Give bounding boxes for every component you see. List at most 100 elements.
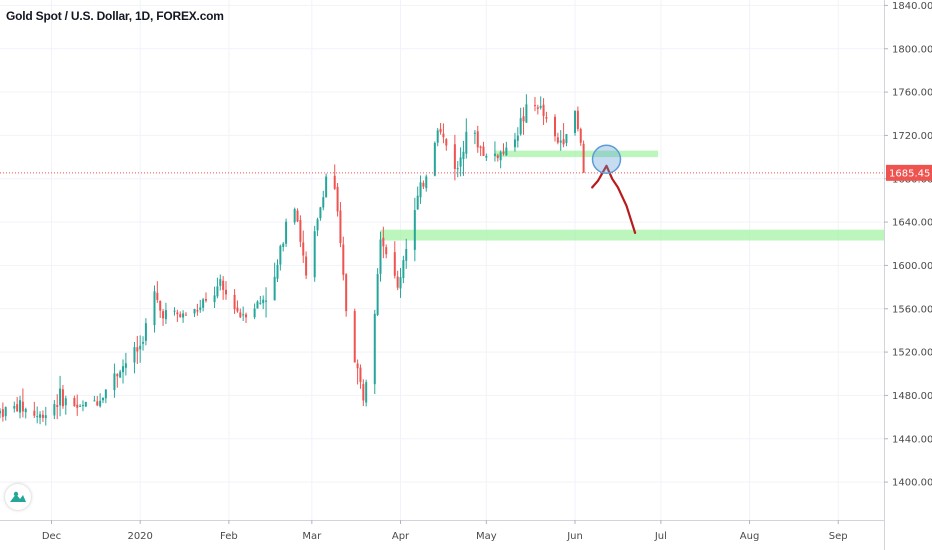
candle-body <box>513 139 516 148</box>
candle-body <box>453 144 456 169</box>
candle-body <box>76 404 79 408</box>
candle-body <box>319 207 322 219</box>
candle-body <box>64 398 67 406</box>
candle-body <box>565 134 568 144</box>
candle-body <box>533 105 536 107</box>
candle-body <box>259 302 262 304</box>
candle-body <box>256 301 259 309</box>
price-axis-label: 1840.00 <box>892 1 932 12</box>
support-zone <box>380 229 884 241</box>
candle-body <box>279 245 282 265</box>
time-axis-label: Aug <box>740 531 760 542</box>
candle-body <box>13 406 16 409</box>
candle-body <box>479 146 482 148</box>
candle-body <box>193 308 196 314</box>
candle-body <box>1 409 4 417</box>
candle-body <box>402 260 405 278</box>
candle-body <box>305 256 308 276</box>
candle-body <box>536 107 539 109</box>
candle-body <box>365 382 368 403</box>
candle-body <box>233 294 236 310</box>
candle-body <box>164 310 167 320</box>
candle-body <box>296 210 299 222</box>
price-axis-label: 1640.00 <box>892 218 932 229</box>
candle-body <box>554 116 557 137</box>
candle-body <box>93 400 96 402</box>
time-axis-label: Mar <box>302 531 322 542</box>
candle-body <box>124 363 127 368</box>
candle-body <box>53 404 56 416</box>
candle-body <box>362 384 365 401</box>
candle-body <box>136 347 139 352</box>
candle-body <box>436 130 439 143</box>
candle-body <box>493 153 496 156</box>
time-axis-label: Dec <box>42 531 61 542</box>
time-axis-label: May <box>476 531 497 542</box>
candle-body <box>379 239 382 274</box>
candle-body <box>382 237 385 247</box>
candle-body <box>24 408 27 413</box>
candle-body <box>225 289 228 295</box>
candle-body <box>242 314 245 316</box>
candle-body <box>465 131 468 154</box>
candle-body <box>462 151 465 160</box>
candle-body <box>113 373 116 391</box>
candle-body <box>179 314 182 318</box>
candle-body <box>339 210 342 244</box>
candle-body <box>579 128 582 143</box>
candle-body <box>399 277 402 289</box>
candle-body <box>182 313 185 318</box>
candle-body <box>204 298 207 301</box>
candle-body <box>16 404 19 412</box>
candle-body <box>516 135 519 141</box>
candle-body <box>4 407 7 417</box>
candle-body <box>39 414 42 418</box>
candle-body <box>61 389 64 407</box>
candle-body <box>413 210 416 250</box>
candle-body <box>545 117 548 119</box>
candle-body <box>236 307 239 312</box>
candle-body <box>405 249 408 261</box>
candle-body <box>376 274 379 315</box>
time-axis-label: Jun <box>566 531 583 542</box>
candle-body <box>159 300 162 311</box>
candle-body <box>313 231 316 278</box>
candle-body <box>176 312 179 315</box>
candle-body <box>196 310 199 312</box>
candle-body <box>19 400 22 413</box>
candle-body <box>496 155 499 159</box>
candle-body <box>245 314 248 318</box>
candle-body <box>41 414 44 418</box>
time-axis-label: Feb <box>220 531 238 542</box>
candle-body <box>433 143 436 176</box>
candle-body <box>33 410 36 416</box>
candle-body <box>419 182 422 198</box>
candle-body <box>373 313 376 385</box>
tradingview-logo-icon[interactable] <box>5 484 31 510</box>
candle-body <box>336 186 339 212</box>
candle-body <box>173 310 176 312</box>
candle-body <box>199 307 202 310</box>
candle-body <box>342 244 345 275</box>
candle-body <box>44 415 47 419</box>
candle-body <box>56 405 59 407</box>
candle-body <box>485 155 488 158</box>
candle-body <box>122 366 125 373</box>
candle-body <box>456 168 459 170</box>
candle-body <box>476 131 479 148</box>
candle-body <box>153 291 156 326</box>
candle-body <box>101 397 104 401</box>
price-axis-label: 1520.00 <box>892 348 932 359</box>
candle-body <box>293 208 296 223</box>
price-axis-label: 1560.00 <box>892 304 932 315</box>
candle-body <box>162 311 165 319</box>
candle-body <box>216 286 219 297</box>
candle-body <box>542 104 545 117</box>
chart-title: Gold Spot / U.S. Dollar, 1D, FOREX.com <box>6 9 224 23</box>
time-axis-label: 2020 <box>127 531 152 542</box>
candle-body <box>562 139 565 145</box>
candle-body <box>425 176 428 189</box>
candle-body <box>353 311 356 363</box>
